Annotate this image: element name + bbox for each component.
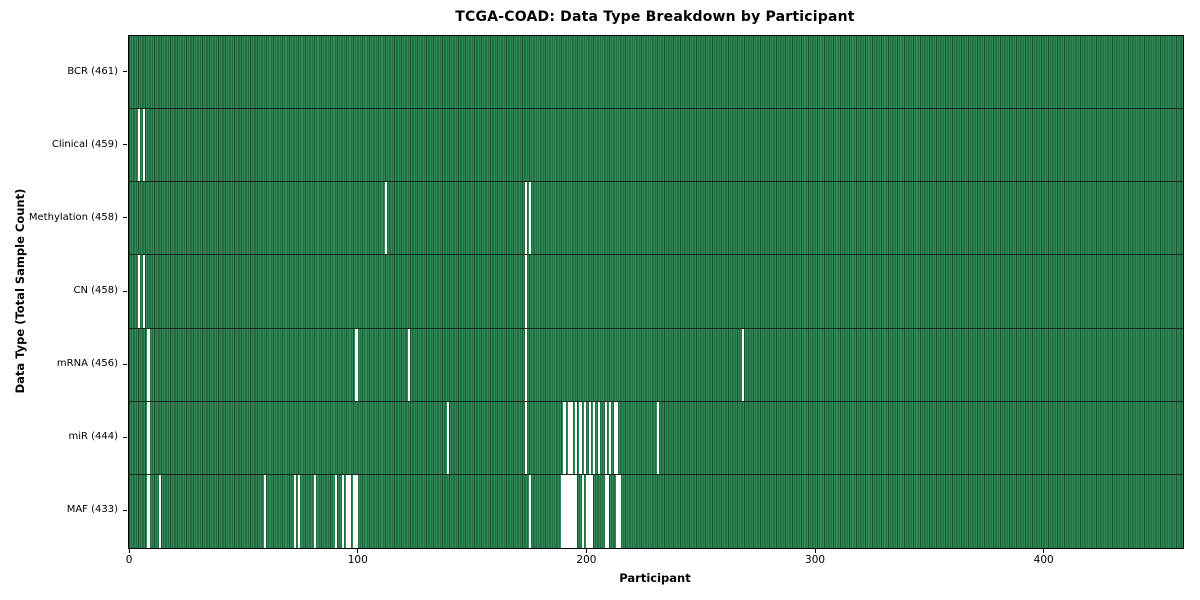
x-tick-mark-0 bbox=[128, 548, 130, 553]
x-tick-mark-400 bbox=[1043, 548, 1045, 553]
absent-cell-maf-194 bbox=[572, 474, 575, 548]
absent-cell-maf-98 bbox=[353, 474, 356, 548]
absent-cell-maf-72 bbox=[293, 474, 296, 548]
heatmap-row-maf bbox=[129, 474, 1183, 548]
absent-cell-maf-190 bbox=[563, 474, 566, 548]
absent-cell-maf-209 bbox=[606, 474, 610, 548]
absent-cell-mir-193 bbox=[570, 401, 573, 474]
heatmap-row-mrna bbox=[129, 328, 1183, 402]
x-tick-label-400: 400 bbox=[1033, 554, 1054, 566]
absent-cell-mir-201 bbox=[588, 401, 591, 474]
absent-cell-cn-6 bbox=[142, 255, 145, 328]
plot-area: Present Absent bbox=[128, 35, 1184, 549]
heatmap-row-mir bbox=[129, 401, 1183, 475]
absent-cell-maf-96 bbox=[348, 474, 351, 548]
absent-cell-maf-93 bbox=[341, 474, 344, 548]
y-tick-mark-bcr bbox=[122, 71, 127, 73]
y-tick-label-mrna: mRNA (456) bbox=[56, 358, 118, 370]
y-tick-label-methylation: Methylation (458) bbox=[28, 211, 118, 223]
absent-cell-maf-191 bbox=[565, 474, 568, 548]
absent-cell-maf-8 bbox=[147, 474, 150, 548]
absent-cell-maf-192 bbox=[567, 474, 571, 548]
absent-cell-maf-99 bbox=[355, 474, 358, 548]
absent-cell-mir-173 bbox=[524, 401, 527, 474]
absent-cell-maf-208 bbox=[604, 474, 607, 548]
absent-cell-maf-13 bbox=[158, 474, 162, 548]
absent-cell-maf-200 bbox=[586, 474, 589, 548]
absent-cell-mrna-173 bbox=[524, 328, 527, 401]
absent-cell-maf-74 bbox=[298, 474, 301, 548]
absent-cell-methylation-175 bbox=[529, 182, 532, 255]
x-tick-label-100: 100 bbox=[347, 554, 368, 566]
x-tick-mark-200 bbox=[585, 548, 587, 553]
y-tick-label-cn: CN (458) bbox=[73, 285, 118, 296]
absent-cell-mir-205 bbox=[597, 401, 600, 474]
absent-cell-mir-203 bbox=[593, 401, 596, 474]
absent-cell-mir-231 bbox=[657, 401, 660, 474]
absent-cell-maf-59 bbox=[263, 474, 267, 548]
x-tick-label-200: 200 bbox=[576, 554, 597, 566]
x-axis-title: Participant bbox=[619, 571, 691, 585]
y-axis-title: Data Type (Total Sample Count) bbox=[13, 188, 27, 394]
absent-cell-mir-139 bbox=[446, 401, 450, 474]
absent-cell-mir-212 bbox=[613, 401, 616, 474]
y-tick-mark-cn bbox=[122, 290, 127, 292]
x-tick-label-300: 300 bbox=[805, 554, 826, 566]
absent-cell-mir-208 bbox=[604, 401, 607, 474]
absent-cell-mir-195 bbox=[574, 401, 578, 474]
y-tick-mark-methylation bbox=[122, 217, 127, 219]
absent-cell-methylation-173 bbox=[524, 182, 527, 255]
absent-cell-mir-197 bbox=[579, 401, 582, 474]
absent-cell-methylation-112 bbox=[385, 182, 388, 255]
absent-cell-mir-199 bbox=[583, 401, 587, 474]
x-tick-label-0: 0 bbox=[125, 554, 133, 566]
absent-cell-maf-201 bbox=[588, 474, 591, 548]
absent-cell-maf-95 bbox=[346, 474, 349, 548]
x-tick-mark-300 bbox=[814, 548, 816, 553]
absent-cell-maf-175 bbox=[529, 474, 532, 548]
absent-cell-mrna-268 bbox=[741, 328, 745, 401]
y-tick-label-maf: MAF (433) bbox=[66, 504, 118, 516]
absent-cell-maf-198 bbox=[581, 474, 584, 548]
absent-cell-mrna-8 bbox=[147, 328, 150, 401]
absent-cell-cn-4 bbox=[138, 255, 141, 328]
y-tick-mark-clinical bbox=[122, 144, 127, 146]
absent-cell-maf-189 bbox=[561, 474, 564, 548]
absent-cell-mir-210 bbox=[609, 401, 612, 474]
absent-cell-cn-173 bbox=[524, 255, 527, 328]
x-tick-mark-100 bbox=[357, 548, 359, 553]
absent-cell-maf-202 bbox=[590, 474, 594, 548]
absent-cell-maf-193 bbox=[570, 474, 573, 548]
heatmap-row-clinical bbox=[129, 109, 1183, 183]
absent-cell-mir-213 bbox=[615, 401, 619, 474]
y-tick-mark-mrna bbox=[122, 363, 127, 365]
absent-cell-clinical-6 bbox=[142, 109, 145, 182]
y-tick-label-clinical: Clinical (459) bbox=[51, 138, 118, 150]
absent-cell-mrna-99 bbox=[355, 328, 358, 401]
absent-cell-clinical-4 bbox=[138, 109, 141, 182]
absent-cell-mir-190 bbox=[563, 401, 566, 474]
absent-cell-mrna-122 bbox=[407, 328, 411, 401]
y-tick-label-mir: miR (444) bbox=[68, 431, 118, 443]
heatmap-row-methylation bbox=[129, 182, 1183, 256]
absent-cell-maf-213 bbox=[615, 474, 619, 548]
y-tick-label-bcr: BCR (461) bbox=[67, 65, 118, 77]
absent-cell-maf-90 bbox=[334, 474, 338, 548]
y-tick-mark-maf bbox=[122, 509, 127, 511]
y-tick-mark-mir bbox=[122, 436, 127, 438]
heatmap-row-bcr bbox=[129, 36, 1183, 110]
absent-cell-maf-81 bbox=[314, 474, 317, 548]
absent-cell-mir-192 bbox=[567, 401, 571, 474]
heatmap-row-cn bbox=[129, 255, 1183, 329]
absent-cell-maf-214 bbox=[618, 474, 621, 548]
chart-title: TCGA-COAD: Data Type Breakdown by Partic… bbox=[455, 9, 855, 25]
absent-cell-mir-8 bbox=[147, 401, 150, 474]
absent-cell-maf-195 bbox=[574, 474, 578, 548]
